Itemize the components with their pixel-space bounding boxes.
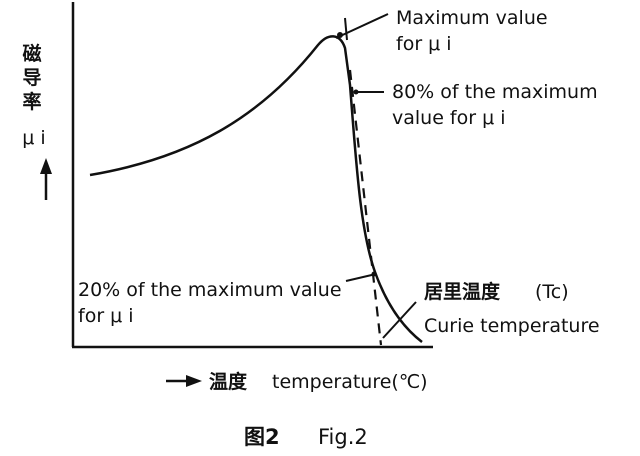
max-label-line-2: for μ i: [396, 33, 452, 55]
curie-label-tc: (Tc): [535, 281, 569, 303]
permeability-curve: [89, 35, 423, 343]
y-axis-label-char-3: 率: [22, 90, 41, 113]
x-axis-label-cn: 温度: [209, 370, 248, 393]
y-axis-label-char-1: 磁: [22, 42, 41, 65]
caption-cn: 图2: [244, 425, 280, 449]
max-leader-line: [335, 13, 389, 39]
x-axis-right-arrow-icon: [166, 375, 202, 387]
p80-label-line-1: 80% of the maximum: [392, 81, 598, 103]
y-axis-symbol: μ i: [22, 127, 45, 149]
max-label-line-1: Maximum value: [396, 7, 548, 29]
y-axis-label-char-2: 导: [22, 67, 41, 89]
curie-label-en: Curie temperature: [424, 315, 600, 337]
max-tick-line: [344, 17, 348, 41]
y-axis-up-arrow-icon: [40, 158, 52, 200]
p20-label-line-2: for μ i: [78, 305, 134, 327]
x-axis-label-en: temperature(℃): [272, 371, 428, 393]
curie-cross-line: [382, 301, 417, 339]
p20-label-line-1: 20% of the maximum value: [78, 279, 342, 301]
caption-en: Fig.2: [318, 425, 368, 449]
p20-leader-line: [345, 273, 377, 282]
p80-label-line-2: value for μ i: [392, 107, 506, 129]
curie-label-cn: 居里温度: [424, 280, 501, 303]
tangent-dashed-line: [348, 69, 383, 346]
